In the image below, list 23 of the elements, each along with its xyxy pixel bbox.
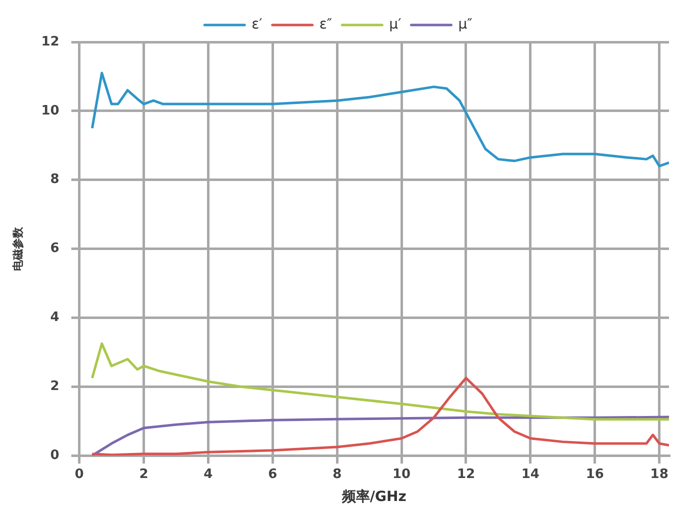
- legend-label: μ″: [458, 16, 472, 33]
- x-tick-label: 18: [650, 466, 668, 482]
- y-axis-title: 电磁参数: [11, 226, 24, 271]
- x-tick-label: 4: [204, 466, 213, 482]
- y-tick-label: 6: [50, 241, 60, 256]
- x-tick-label: 0: [74, 466, 84, 482]
- legend-label: ε′: [252, 16, 262, 33]
- y-tick-label: 4: [50, 310, 60, 326]
- x-tick-label: 8: [332, 466, 342, 482]
- legend-label: μ′: [389, 16, 402, 33]
- x-axis-title: 频率/GHz: [340, 488, 406, 506]
- x-tick-label: 14: [521, 466, 540, 482]
- y-tick-label: 2: [50, 379, 60, 394]
- x-tick-label: 16: [586, 466, 604, 482]
- x-tick-label: 10: [392, 466, 411, 482]
- y-tick-label: 8: [50, 172, 60, 188]
- y-tick-label: 12: [41, 34, 60, 50]
- y-tick-label: 10: [41, 103, 60, 118]
- x-tick-label: 2: [139, 466, 148, 482]
- legend-label: ε″: [319, 16, 332, 33]
- x-tick-label: 6: [268, 466, 278, 482]
- y-tick-label: 0: [50, 448, 60, 463]
- x-tick-label: 12: [456, 466, 476, 482]
